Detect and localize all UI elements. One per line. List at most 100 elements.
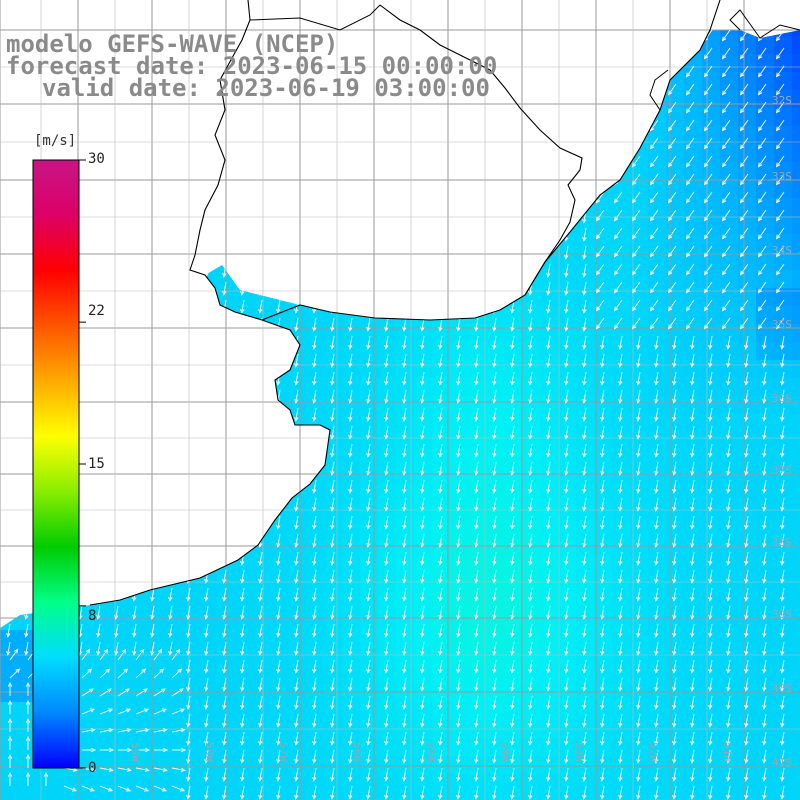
wind-speed-cell [648,612,667,631]
wind-speed-cell [558,414,577,433]
wind-speed-cell [540,666,559,685]
wind-speed-cell [720,612,739,631]
wind-speed-cell [468,702,487,721]
wind-speed-cell [702,252,721,271]
wind-speed-cell [486,702,505,721]
wind-speed-cell [702,378,721,397]
wind-speed-cell [126,702,145,721]
wind-speed-cell [738,738,757,757]
wind-speed-cell [756,648,775,667]
wind-speed-cell [702,360,721,379]
wind-speed-cell [540,558,559,577]
wind-speed-cell [18,774,37,793]
wind-speed-cell [234,702,253,721]
wind-speed-cell [756,594,775,613]
wind-speed-cell [504,486,523,505]
wind-speed-cell [792,324,800,343]
wind-speed-cell [702,594,721,613]
wind-speed-cell [666,432,685,451]
wind-speed-cell [342,360,361,379]
wind-speed-cell [630,558,649,577]
wind-speed-cell [702,126,721,145]
wind-speed-cell [612,450,631,469]
wind-speed-cell [162,648,181,667]
wind-speed-cell [414,594,433,613]
wind-speed-cell [540,396,559,415]
wind-speed-cell [666,180,685,199]
wind-speed-cell [486,648,505,667]
wind-speed-cell [324,612,343,631]
wind-speed-cell [648,198,667,217]
wind-speed-cell [522,504,541,523]
wind-speed-cell [468,612,487,631]
wind-speed-cell [468,324,487,343]
wind-speed-cell [234,738,253,757]
wind-speed-cell [108,666,127,685]
wind-speed-cell [684,180,703,199]
wind-speed-cell [576,360,595,379]
wind-speed-cell [216,288,235,307]
wind-speed-cell [414,702,433,721]
wind-speed-cell [342,342,361,361]
wind-speed-cell [432,684,451,703]
wind-speed-cell [252,558,271,577]
wind-speed-cell [738,648,757,667]
wind-speed-cell [108,738,127,757]
wind-speed-cell [450,756,469,775]
wind-speed-cell [270,666,289,685]
wind-speed-cell [18,630,37,649]
wind-speed-cell [702,108,721,127]
wind-speed-cell [720,558,739,577]
wind-speed-cell [720,306,739,325]
wind-speed-cell [540,648,559,667]
wind-speed-cell [738,198,757,217]
wind-speed-cell [504,324,523,343]
wind-speed-cell [630,630,649,649]
wind-speed-cell [540,378,559,397]
wind-speed-cell [288,756,307,775]
wind-speed-cell [666,630,685,649]
wind-speed-cell [648,648,667,667]
wind-speed-cell [126,594,145,613]
wind-speed-cell [306,702,325,721]
wind-speed-cell [252,702,271,721]
wind-speed-cell [450,594,469,613]
wind-speed-cell [594,414,613,433]
wind-speed-cell [486,612,505,631]
wind-speed-cell [630,576,649,595]
wind-speed-cell [594,540,613,559]
wind-speed-cell [576,432,595,451]
wind-speed-cell [162,756,181,775]
wind-speed-cell [612,738,631,757]
wind-speed-cell [540,540,559,559]
wind-speed-cell [594,360,613,379]
wind-speed-cell [756,288,775,307]
wind-speed-cell [774,630,793,649]
wind-speed-cell [702,738,721,757]
wind-speed-cell [486,738,505,757]
wind-speed-cell [738,378,757,397]
wind-speed-cell [432,324,451,343]
wind-speed-cell [504,432,523,451]
wind-speed-cell [702,540,721,559]
wind-speed-cell [396,504,415,523]
wind-speed-cell [396,612,415,631]
wind-speed-cell [0,666,19,685]
wind-speed-cell [504,468,523,487]
wind-speed-cell [738,324,757,343]
wind-speed-cell [576,504,595,523]
wind-speed-cell [522,540,541,559]
wind-speed-cell [792,108,800,127]
wind-speed-cell [558,342,577,361]
wind-speed-cell [342,450,361,469]
wind-speed-cell [432,432,451,451]
wind-speed-cell [648,738,667,757]
wind-speed-cell [288,630,307,649]
wind-speed-cell [288,396,307,415]
wind-speed-cell [666,522,685,541]
wind-speed-cell [324,684,343,703]
wind-speed-cell [720,378,739,397]
wind-speed-cell [522,684,541,703]
wind-speed-cell [144,738,163,757]
